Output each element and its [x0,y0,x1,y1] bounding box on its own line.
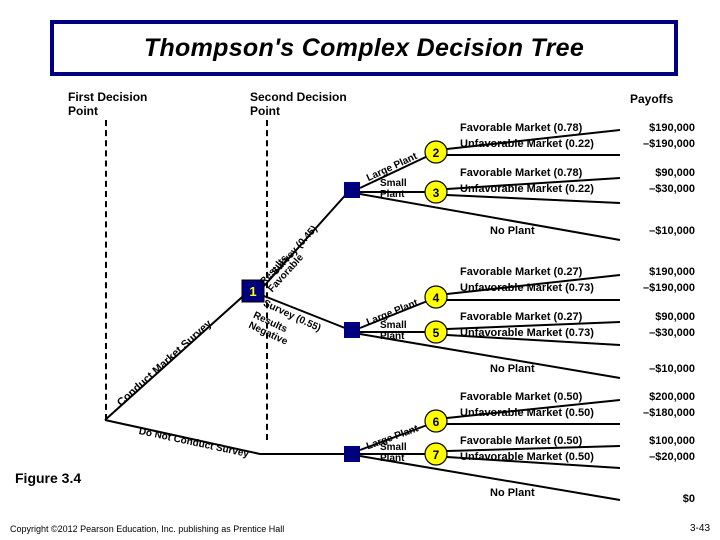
stage: Thompson's Complex Decision Tree First D… [0,0,720,540]
svg-text:3: 3 [433,186,440,200]
svg-text:5: 5 [433,326,440,340]
pay-6a: $200,000 [620,391,695,403]
lbl-small-a: SmallPlant [380,178,407,200]
pay-npA: –$10,000 [620,225,695,237]
svg-text:1: 1 [249,284,256,299]
out-7a: Favorable Market (0.50) [460,435,582,447]
pay-5a: $90,000 [620,311,695,323]
lbl-small-b: SmallPlant [380,320,407,342]
out-6b: Unfavorable Market (0.50) [460,407,594,419]
out-2b: Unfavorable Market (0.22) [460,138,594,150]
out-2a: Favorable Market (0.78) [460,122,582,134]
svg-text:7: 7 [433,448,440,462]
svg-text:6: 6 [433,415,440,429]
out-3a: Favorable Market (0.78) [460,167,582,179]
out-5b: Unfavorable Market (0.73) [460,327,594,339]
pay-3b: –$30,000 [620,183,695,195]
out-4a: Favorable Market (0.27) [460,266,582,278]
pay-2a: $190,000 [620,122,695,134]
out-4b: Unfavorable Market (0.73) [460,282,594,294]
out-5a: Favorable Market (0.27) [460,311,582,323]
tree-svg: 1 2 3 4 5 [0,0,720,540]
out-npC: No Plant [490,487,535,499]
out-npB: No Plant [490,363,535,375]
footer-copyright: Copyright ©2012 Pearson Education, Inc. … [10,524,284,534]
pay-4a: $190,000 [620,266,695,278]
svg-text:4: 4 [433,291,440,305]
out-npA: No Plant [490,225,535,237]
pay-npC: $0 [620,493,695,505]
lbl-small-c: SmallPlant [380,442,407,464]
svg-text:2: 2 [433,146,440,160]
out-7b: Unfavorable Market (0.50) [460,451,594,463]
pay-7a: $100,000 [620,435,695,447]
figure-label: Figure 3.4 [15,470,81,486]
out-3b: Unfavorable Market (0.22) [460,183,594,195]
pay-7b: –$20,000 [620,451,695,463]
pay-4b: –$190,000 [620,282,695,294]
pay-5b: –$30,000 [620,327,695,339]
out-6a: Favorable Market (0.50) [460,391,582,403]
pay-6b: –$180,000 [620,407,695,419]
pay-2b: –$190,000 [620,138,695,150]
pay-npB: –$10,000 [620,363,695,375]
pay-3a: $90,000 [620,167,695,179]
slide-number: 3-43 [690,523,710,534]
